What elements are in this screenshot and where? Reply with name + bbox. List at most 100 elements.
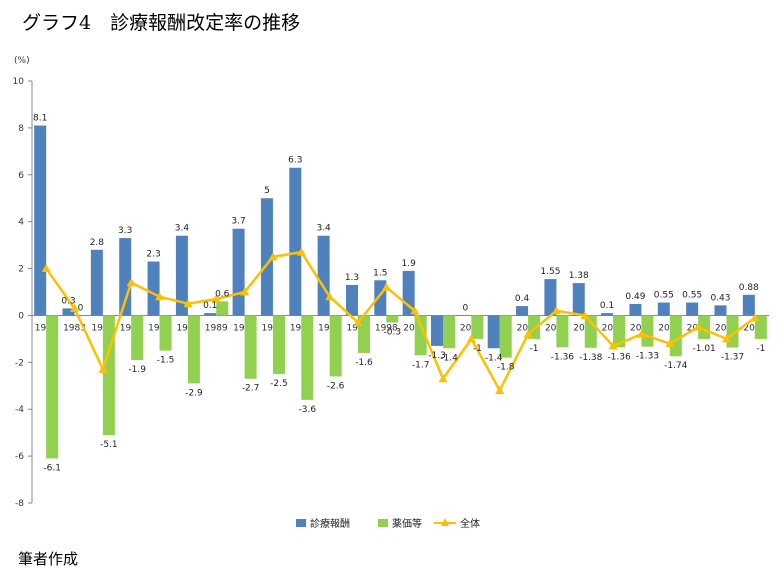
data-label-yakka: -2.9	[185, 388, 203, 398]
bar-1990-shinryo	[232, 228, 245, 316]
legend: 診療報酬 薬価等 全体	[296, 517, 480, 530]
total-point-2010	[551, 306, 561, 315]
data-label-yakka: -1.37	[721, 353, 744, 363]
total-point-2020	[693, 322, 703, 331]
y-tick-label: 0	[18, 311, 24, 321]
data-label-yakka: -5.1	[100, 440, 118, 450]
bar-2022-shinryo	[714, 305, 727, 316]
total-point-1985	[126, 278, 136, 287]
total-point-1986	[155, 292, 165, 301]
y-tick-label: 10	[13, 77, 25, 87]
bar-2022-yakka	[726, 315, 739, 348]
legend-swatch-marker	[441, 518, 449, 526]
bar-1984-yakka	[102, 315, 115, 436]
data-label-yakka: -2.5	[270, 379, 288, 389]
x-tick-label: 1981	[35, 323, 58, 333]
bar-2008-shinryo	[516, 306, 529, 316]
y-axis-unit: (%)	[14, 56, 30, 66]
data-label-shinryo: 0.55	[654, 291, 674, 301]
data-label-yakka: -1.5	[157, 356, 175, 366]
data-label-yakka: -1.36	[551, 352, 575, 362]
data-label-yakka: -3.6	[299, 405, 317, 415]
y-tick-label: 2	[18, 265, 24, 275]
bar-1997-shinryo	[345, 284, 358, 316]
bar-1996-shinryo	[317, 235, 330, 316]
data-label-yakka: -1.6	[355, 358, 373, 368]
legend-label: 全体	[460, 517, 480, 530]
bar-1989-shinryo	[204, 313, 217, 316]
bar-2020-shinryo	[686, 302, 699, 316]
y-tick-label: -6	[15, 452, 24, 462]
data-label-shinryo: 0.3	[61, 296, 75, 306]
total-line-path	[45, 250, 756, 392]
source-note: 筆者作成	[18, 550, 79, 568]
bar-1983-shinryo	[62, 308, 75, 316]
total-point-2024	[750, 313, 760, 322]
data-label-shinryo: 0.4	[515, 294, 530, 304]
y-tick-label: 8	[18, 124, 24, 134]
bar-1985-yakka	[131, 315, 144, 360]
bar-1992-shinryo	[260, 198, 273, 316]
bar-2024-yakka	[754, 315, 767, 339]
data-label-shinryo: 0.1	[203, 301, 217, 311]
bar-2012-shinryo	[572, 283, 585, 316]
bar-2006-shinryo	[487, 315, 500, 349]
data-label-shinryo: 0.49	[625, 292, 645, 302]
bar-1992-yakka	[272, 315, 285, 375]
bar-1981-yakka	[46, 315, 59, 459]
total-point-2012	[580, 310, 590, 319]
data-label-yakka: -1.4	[440, 353, 458, 363]
x-tick-label: 1998	[375, 323, 398, 333]
total-point-1984	[98, 364, 108, 373]
bar-2016-yakka	[641, 315, 654, 347]
data-label-shinryo: 1.9	[402, 259, 417, 269]
data-label-yakka: -1.33	[636, 352, 659, 362]
total-point-1990	[240, 287, 250, 296]
y-tick-label: 4	[18, 218, 24, 228]
data-label-shinryo: 2.3	[146, 250, 160, 260]
data-label-shinryo: 3.4	[316, 224, 331, 234]
data-label-shinryo: 6.3	[288, 156, 302, 166]
total-point-1998	[381, 282, 391, 291]
bar-1989-yakka	[216, 301, 229, 316]
bar-1988-shinryo	[175, 235, 188, 316]
data-label-shinryo: 2.8	[90, 238, 105, 248]
bar-2018-shinryo	[657, 302, 670, 316]
data-label-shinryo: 0.1	[600, 301, 614, 311]
bar-1981-shinryo	[34, 125, 47, 316]
total-point-2014	[608, 341, 618, 350]
total-point-1997	[353, 317, 363, 326]
legend-swatch-1	[378, 519, 388, 527]
bar-2024-shinryo	[742, 294, 755, 316]
data-label-yakka: -1.74	[664, 361, 688, 371]
bar-2002-yakka	[443, 315, 456, 349]
bar-2016-shinryo	[629, 303, 642, 316]
data-label-shinryo: 5	[264, 186, 270, 196]
total-point-1983	[70, 303, 80, 312]
total-point-1988	[183, 299, 193, 308]
data-label-yakka: -2.6	[327, 381, 345, 391]
data-label-shinryo: 1.3	[345, 273, 359, 283]
bar-2018-yakka	[669, 315, 682, 357]
data-label-shinryo: 1.5	[373, 268, 387, 278]
bar-1988-yakka	[187, 315, 200, 384]
data-label-shinryo: 0.55	[682, 291, 702, 301]
bar-2014-yakka	[613, 315, 626, 348]
y-tick-label: 6	[18, 171, 24, 181]
data-label-yakka: -1.38	[579, 353, 603, 363]
legend-label: 薬価等	[392, 517, 422, 530]
total-point-2002	[438, 374, 448, 383]
data-label-yakka: -0.3	[384, 327, 402, 337]
bar-1998-yakka	[386, 315, 399, 323]
data-label-shinryo: 1.38	[569, 271, 589, 281]
bar-2020-yakka	[698, 315, 711, 340]
data-label-shinryo: 8.1	[33, 114, 47, 124]
data-label-yakka: -1.01	[692, 344, 715, 354]
y-tick-label: -2	[15, 358, 24, 368]
legend-swatch-0	[296, 519, 306, 527]
bar-1985-shinryo	[119, 238, 132, 316]
total-point-2018	[665, 339, 675, 348]
bar-2006-yakka	[499, 315, 512, 358]
data-label-shinryo: -1.3	[428, 351, 446, 361]
data-label-yakka: -1.8	[497, 363, 515, 373]
